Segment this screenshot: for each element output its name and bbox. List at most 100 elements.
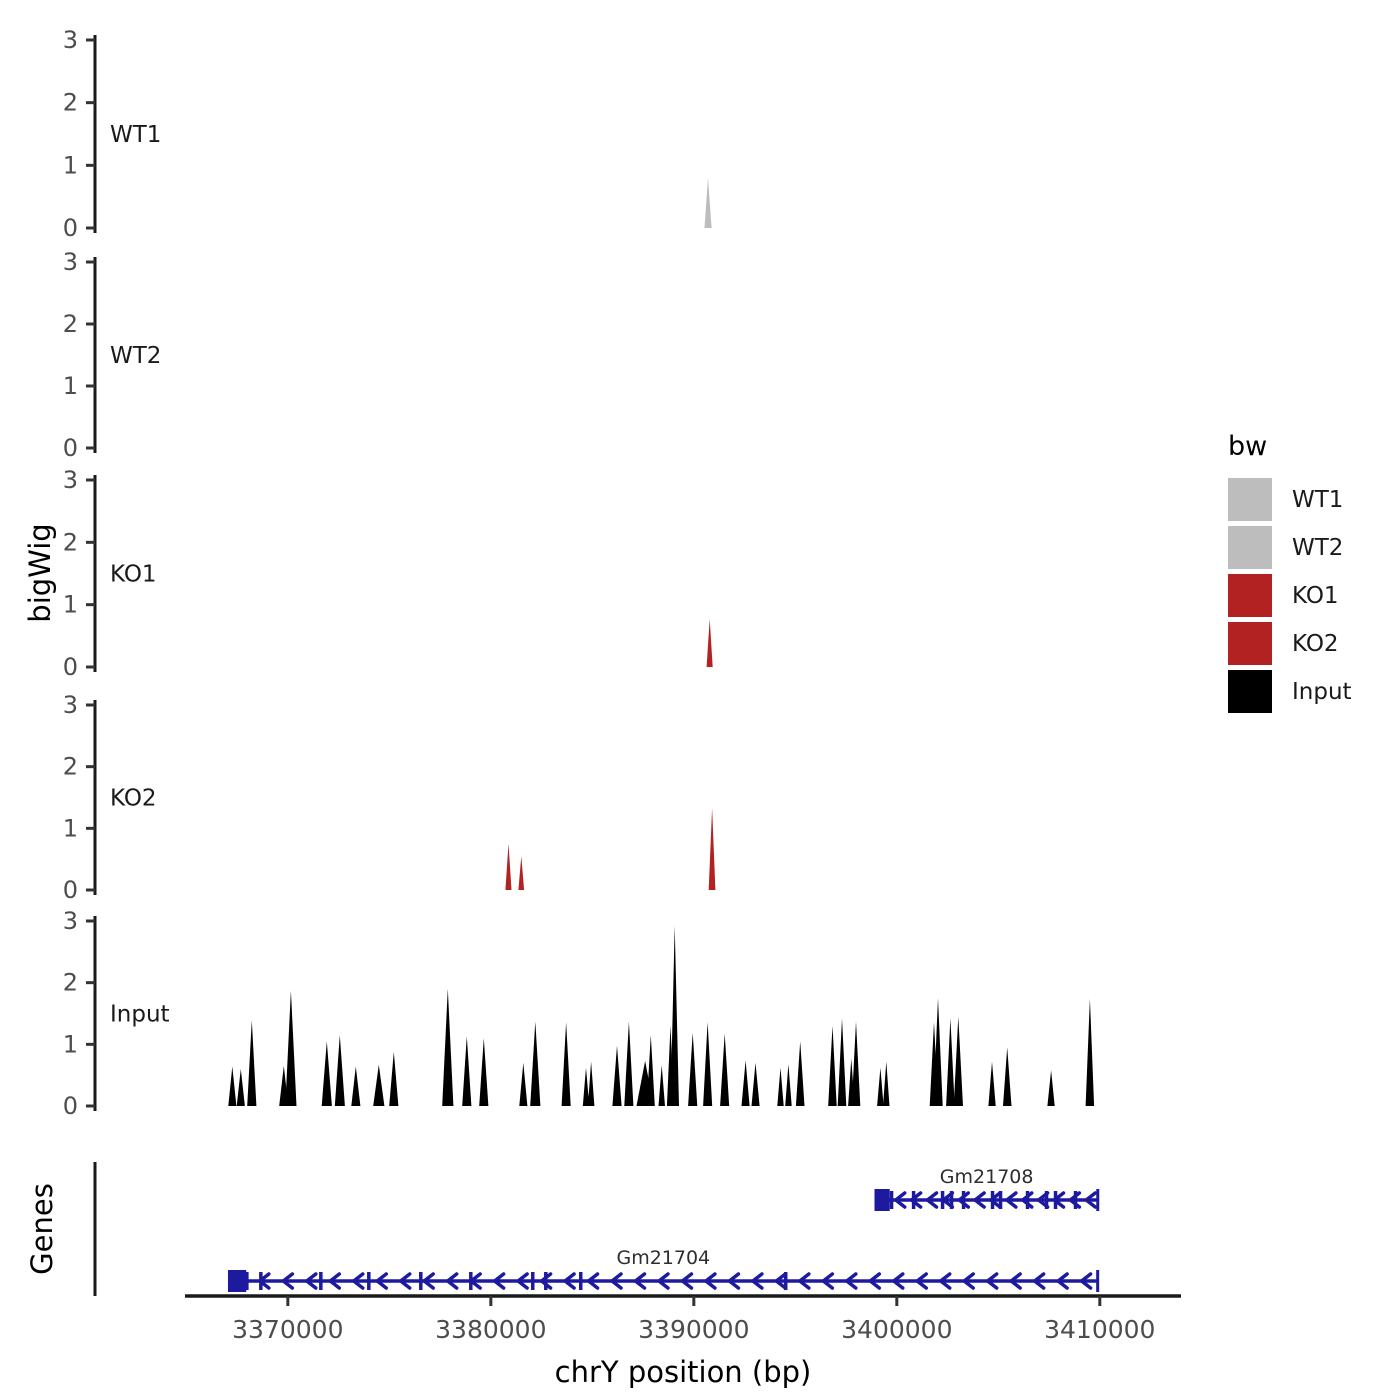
peak-Input bbox=[587, 1061, 595, 1106]
strand-arrow-icon bbox=[444, 1272, 459, 1290]
y-tick-label: 3 bbox=[63, 466, 78, 494]
peak-Input bbox=[785, 1064, 792, 1106]
strand-arrow-icon bbox=[562, 1272, 576, 1290]
strand-arrow-icon bbox=[984, 1272, 999, 1290]
y-tick-label: 0 bbox=[63, 1092, 78, 1120]
legend-entry-KO2: KO2 bbox=[1228, 622, 1352, 665]
track-KO2: 0 1 2 3 KO2 bbox=[63, 691, 716, 904]
legend-label: WT1 bbox=[1292, 486, 1344, 513]
strand-arrow-icon bbox=[1019, 1191, 1034, 1209]
peak-Input bbox=[389, 1051, 399, 1106]
strand-arrow-icon bbox=[538, 1272, 553, 1290]
strand-arrow-icon bbox=[750, 1272, 764, 1290]
legend-title: bw bbox=[1228, 431, 1268, 462]
track-WT2: 0 1 2 3 WT2 bbox=[63, 248, 162, 462]
y-tick-label: 1 bbox=[63, 814, 78, 842]
y-tick-label: 2 bbox=[63, 753, 78, 781]
peak-Input bbox=[883, 1061, 890, 1106]
track-label-KO2: KO2 bbox=[110, 786, 157, 812]
peak-Input bbox=[228, 1066, 237, 1106]
peak-Input bbox=[479, 1038, 489, 1106]
strand-arrow-icon bbox=[867, 1272, 882, 1290]
peak-Input bbox=[703, 1022, 713, 1106]
genes-axis-title: Genes bbox=[25, 1183, 59, 1275]
strand-arrow-icon bbox=[515, 1272, 529, 1290]
peak-Input bbox=[933, 998, 943, 1106]
strand-arrow-icon bbox=[937, 1272, 952, 1290]
strand-arrow-icon bbox=[820, 1272, 835, 1290]
strand-arrow-icon bbox=[773, 1272, 788, 1290]
legend-swatch-KO1 bbox=[1228, 574, 1272, 617]
strand-arrow-icon bbox=[327, 1272, 342, 1290]
peak-Input bbox=[247, 1020, 257, 1106]
gene-start-exon bbox=[227, 1270, 247, 1292]
y-tick-label: 0 bbox=[63, 434, 78, 462]
peak-Input bbox=[1047, 1070, 1055, 1106]
peak-Input bbox=[321, 1041, 332, 1106]
peak-Input bbox=[1085, 998, 1095, 1106]
peak-KO2 bbox=[518, 856, 525, 890]
peak-Input bbox=[741, 1060, 750, 1106]
peak-Input bbox=[946, 1018, 955, 1106]
peak-Input bbox=[720, 1033, 730, 1106]
strand-arrow-icon bbox=[421, 1272, 435, 1290]
peak-WT1 bbox=[704, 177, 712, 228]
peak-Input bbox=[837, 1018, 847, 1106]
peak-Input bbox=[751, 1062, 760, 1106]
strand-arrow-icon bbox=[632, 1272, 647, 1290]
x-tick-label: 3410000 bbox=[1044, 1315, 1155, 1344]
strand-arrow-icon bbox=[397, 1272, 412, 1290]
y-tick-label: 2 bbox=[63, 528, 78, 556]
legend: bw WT1 WT2 KO1 KO2 Input bbox=[1228, 431, 1352, 718]
strand-arrow-icon bbox=[1008, 1272, 1022, 1290]
peak-Input bbox=[612, 1045, 622, 1106]
y-tick-label: 3 bbox=[63, 248, 78, 276]
legend-swatch-Input bbox=[1228, 670, 1272, 713]
peak-Input bbox=[582, 1067, 590, 1106]
x-axis-title: chrY position (bp) bbox=[554, 1355, 812, 1389]
y-tick-label: 3 bbox=[63, 691, 78, 719]
legend-label: WT2 bbox=[1292, 534, 1344, 561]
track-KO1: 0 1 2 3 KO1 bbox=[63, 466, 713, 681]
strand-arrow-icon bbox=[374, 1272, 388, 1290]
peak-Input bbox=[285, 990, 297, 1106]
track-Input: 0 1 2 3 Input bbox=[63, 907, 1095, 1120]
strand-arrow-icon bbox=[609, 1272, 623, 1290]
peak-Input bbox=[561, 1022, 571, 1106]
y-tick-label: 1 bbox=[63, 1030, 78, 1058]
strand-arrow-icon bbox=[491, 1272, 506, 1290]
strand-arrow-icon bbox=[679, 1272, 694, 1290]
y-tick-label: 1 bbox=[63, 372, 78, 400]
track-label-WT1: WT1 bbox=[110, 122, 161, 148]
strand-arrow-icon bbox=[1083, 1191, 1097, 1209]
y-tick-label: 0 bbox=[63, 214, 78, 242]
peak-KO1 bbox=[706, 619, 713, 667]
x-axis: 3370000 3380000 3390000 3400000 3410000 bbox=[185, 1294, 1181, 1344]
peak-KO2 bbox=[708, 808, 716, 890]
peak-Input bbox=[624, 1021, 634, 1106]
gene-Gm21704: Gm21704 bbox=[227, 1247, 1100, 1292]
peak-Input bbox=[877, 1067, 884, 1106]
legend-entry-Input: Input bbox=[1228, 670, 1352, 713]
y-tick-label: 0 bbox=[63, 876, 78, 904]
strand-arrow-icon bbox=[961, 1272, 975, 1290]
y-tick-label: 1 bbox=[63, 591, 78, 619]
gene-start-exon bbox=[874, 1189, 890, 1211]
peak-Input bbox=[236, 1069, 245, 1106]
peak-Input bbox=[530, 1021, 541, 1106]
track-label-WT2: WT2 bbox=[110, 343, 161, 369]
y-axis-title: bigWig bbox=[23, 523, 57, 623]
legend-swatch-WT2 bbox=[1228, 526, 1272, 569]
strand-arrow-icon bbox=[892, 1191, 907, 1209]
strand-arrow-icon bbox=[956, 1191, 970, 1209]
strand-arrow-icon bbox=[924, 1191, 939, 1209]
x-tick-label: 3400000 bbox=[841, 1315, 952, 1344]
legend-swatch-WT1 bbox=[1228, 478, 1272, 521]
strand-arrow-icon bbox=[796, 1272, 811, 1290]
strand-arrow-icon bbox=[1004, 1191, 1018, 1209]
strand-arrow-icon bbox=[350, 1272, 365, 1290]
peak-Input bbox=[373, 1064, 385, 1106]
x-tick-label: 3390000 bbox=[638, 1315, 749, 1344]
